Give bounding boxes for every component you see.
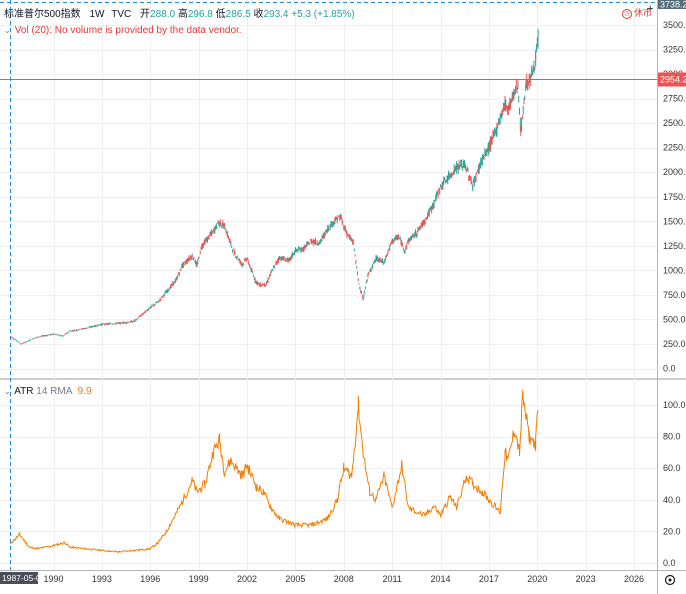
time-tick-label: 2020 xyxy=(527,574,547,584)
price-tick-label: 2000.0 xyxy=(663,167,686,177)
price-tick-label: 500.0 xyxy=(663,314,686,324)
atr-series xyxy=(9,389,539,553)
symbol-name[interactable]: 标准普尔500指数 xyxy=(4,9,81,20)
chevron-down-icon[interactable]: ⌄ xyxy=(4,387,11,396)
time-tick-label: 2014 xyxy=(430,574,450,584)
atr-legend[interactable]: ⌄ ATR 14 RMA 9.9 xyxy=(4,386,92,397)
open-value: 288.0 xyxy=(150,9,176,20)
time-tick-label: 1999 xyxy=(189,574,209,584)
time-tick-label: 2026 xyxy=(624,574,644,584)
price-tick-label: 0.0 xyxy=(663,364,676,374)
price-tick-label: 750.0 xyxy=(663,290,686,300)
time-tick-label: 1993 xyxy=(92,574,112,584)
gear-icon[interactable] xyxy=(664,574,676,586)
close-value: 293.4 xyxy=(263,9,289,20)
time-tick-label: 1996 xyxy=(140,574,160,584)
chevron-down-icon[interactable]: ⌄ xyxy=(4,26,11,35)
last-price-badge xyxy=(658,72,686,87)
atr-tick-label: 100.0 xyxy=(663,400,686,410)
gear-hub xyxy=(668,578,672,582)
atr-tick-label: 80.0 xyxy=(663,432,681,442)
price-tick-label: 3250.0 xyxy=(663,45,686,55)
price-tick-label: 2750.0 xyxy=(663,94,686,104)
chart-decor xyxy=(0,0,657,570)
top-price-badge xyxy=(658,0,686,9)
atr-params: 14 RMA xyxy=(36,386,72,397)
volume-legend[interactable]: ⌄ Vol (20): No volume is provided by the… xyxy=(4,25,242,36)
low-value: 286.5 xyxy=(225,9,251,20)
price-series xyxy=(9,28,539,345)
atr-name: ATR xyxy=(14,386,34,397)
clock-icon: ◷ xyxy=(621,8,632,19)
price-tick-label: 3500.0 xyxy=(663,20,686,30)
gear-ring xyxy=(664,574,676,586)
atr-value: 9.9 xyxy=(77,386,92,397)
time-tick-label: 2017 xyxy=(479,574,499,584)
market-status[interactable]: ◷ 休市 xyxy=(621,6,652,19)
atr-tick-label: 60.0 xyxy=(663,463,681,473)
market-status-text: 休市 xyxy=(633,8,652,18)
high-label: 高 xyxy=(177,9,188,20)
price-tick-label: 1000.0 xyxy=(663,265,686,275)
top-price-label: 3738.2 xyxy=(660,0,686,10)
close-label: 收 xyxy=(253,9,264,20)
time-tick-label: 1990 xyxy=(44,574,64,584)
price-tick-label: 1500.0 xyxy=(663,216,686,226)
atr-line xyxy=(9,389,539,553)
price-tick-label: 1250.0 xyxy=(663,241,686,251)
price-tick-label: 2250.0 xyxy=(663,143,686,153)
time-tick-label: 2005 xyxy=(285,574,305,584)
time-tick-label: 2023 xyxy=(576,574,596,584)
price-axis[interactable]: 3500.03250.03000.02750.02500.02250.02000… xyxy=(647,0,686,374)
time-tick-label: 2011 xyxy=(382,574,401,584)
high-value: 296.8 xyxy=(187,9,213,20)
interval[interactable]: 1W xyxy=(89,9,105,20)
volume-legend-text: Vol (20): No volume is provided by the d… xyxy=(14,25,242,36)
atr-tick-label: 20.0 xyxy=(663,526,681,536)
low-label: 低 xyxy=(215,9,226,20)
symbol-legend[interactable]: 标准普尔500指数 1W TVC 开288.0 高296.8 低286.5 收2… xyxy=(4,5,355,20)
price-tick-label: 2500.0 xyxy=(663,118,686,128)
change-value: +5.3 (+1.85%) xyxy=(291,9,355,20)
time-start-badge xyxy=(0,572,38,584)
plus-icon[interactable]: + xyxy=(647,3,653,15)
atr-tick-label: 40.0 xyxy=(663,495,681,505)
time-tick-label: 2002 xyxy=(237,574,257,584)
price-tick-label: 250.0 xyxy=(663,339,686,349)
open-label: 开 xyxy=(140,9,151,20)
time-axis[interactable]: 1990 1993 1996 1999 2002 2005 2008 2011 2014 2017… xyxy=(0,572,676,586)
last-price-label: 2954.2 xyxy=(660,75,686,85)
atr-tick-label: 0.0 xyxy=(663,558,676,568)
data-source: TVC xyxy=(111,9,132,20)
time-tick-label: 2008 xyxy=(334,574,354,584)
price-tick-label: 1750.0 xyxy=(663,192,686,202)
time-start-label: 1987-05-04 xyxy=(2,573,46,583)
atr-axis[interactable]: 100.0 80.0 60.0 40.0 20.0 0.0 xyxy=(663,400,686,568)
